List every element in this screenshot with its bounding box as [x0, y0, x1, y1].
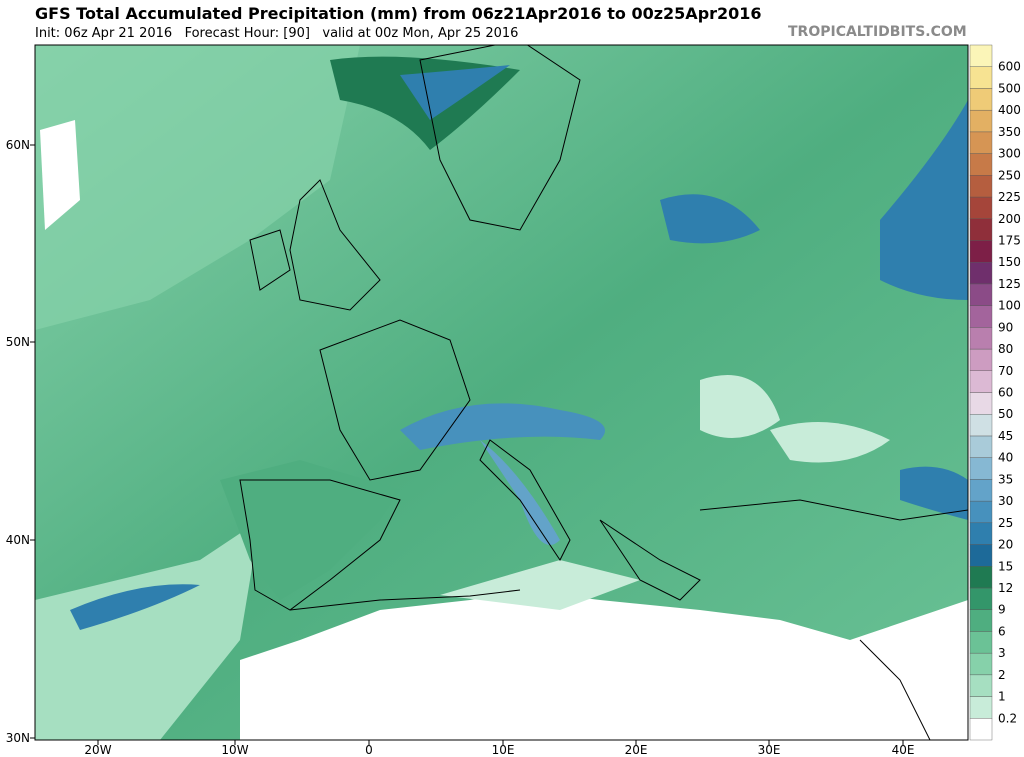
colorbar-label: 25: [998, 516, 1013, 530]
colorbar-cell: [969, 544, 993, 567]
colorbar-cell: [969, 240, 993, 263]
colorbar-cell: [969, 435, 993, 458]
colorbar-cell: [969, 261, 993, 285]
colorbar-label: 45: [998, 429, 1013, 443]
colorbar-cell: [969, 283, 993, 306]
colorbar-cell: [969, 88, 993, 111]
colorbar-label: 0.2: [998, 711, 1017, 725]
colorbar-cell: [969, 348, 993, 371]
colorbar-label: 1: [998, 690, 1006, 704]
colorbar-label: 60: [998, 386, 1013, 400]
colorbar-label: 6: [998, 624, 1006, 638]
lat-label: 40N: [6, 533, 30, 547]
colorbar-cell: [969, 500, 993, 524]
lat-label: 60N: [6, 138, 30, 152]
map-frame: [34, 44, 969, 741]
colorbar-cell: [969, 696, 993, 719]
colorbar-label: 40: [998, 451, 1013, 465]
colorbar-label: 300: [998, 147, 1021, 161]
title: GFS Total Accumulated Precipitation (mm)…: [35, 4, 762, 23]
colorbar-label: 225: [998, 190, 1021, 204]
colorbar-cell: [969, 566, 993, 589]
lon-label: 20E: [625, 743, 648, 757]
colorbar-label: 500: [998, 81, 1021, 95]
colorbar-label: 600: [998, 60, 1021, 74]
lon-label: 30E: [758, 743, 781, 757]
colorbar-label: 150: [998, 255, 1021, 269]
colorbar-label: 350: [998, 125, 1021, 139]
colorbar-cell: [969, 718, 993, 741]
colorbar-label: 200: [998, 212, 1021, 226]
colorbar-cell: [969, 175, 993, 198]
site-name: TROPICALTIDBITS.COM: [788, 24, 967, 40]
lon-label: 0: [365, 743, 373, 757]
colorbar-label: 175: [998, 233, 1021, 247]
colorbar-cell: [969, 131, 993, 154]
colorbar: 0.21236912152025303540455060708090100125…: [969, 44, 1021, 741]
subtitle: Init: 06z Apr 21 2016 Forecast Hour: [90…: [35, 26, 519, 41]
colorbar-cell: [969, 218, 993, 241]
lat-label: 30N: [6, 731, 30, 745]
colorbar-label: 70: [998, 364, 1013, 378]
colorbar-cell: [969, 674, 993, 697]
colorbar-cell: [969, 153, 993, 176]
colorbar-cell: [969, 109, 993, 133]
colorbar-cell: [969, 196, 993, 219]
colorbar-label: 9: [998, 603, 1006, 617]
colorbar-label: 15: [998, 559, 1013, 573]
colorbar-cell: [969, 414, 993, 437]
lon-label: 20W: [84, 743, 111, 757]
colorbar-label: 80: [998, 342, 1013, 356]
colorbar-cell: [969, 587, 993, 610]
colorbar-label: 100: [998, 299, 1021, 313]
colorbar-cell: [969, 392, 993, 415]
colorbar-label: 20: [998, 538, 1013, 552]
colorbar-label: 2: [998, 668, 1006, 682]
colorbar-label: 90: [998, 320, 1013, 334]
map-area: [35, 45, 968, 740]
colorbar-cell: [969, 327, 993, 350]
colorbar-label: 125: [998, 277, 1021, 291]
colorbar-label: 3: [998, 646, 1006, 660]
colorbar-cell: [969, 479, 993, 502]
colorbar-label: 35: [998, 472, 1013, 486]
lat-label: 50N: [6, 335, 30, 349]
colorbar-cell: [969, 522, 993, 545]
colorbar-label: 50: [998, 407, 1013, 421]
colorbar-cell: [969, 652, 993, 676]
colorbar-cell: [969, 457, 993, 480]
colorbar-cell: [969, 609, 993, 632]
colorbar-label: 30: [998, 494, 1013, 508]
colorbar-cell: [969, 66, 993, 89]
lon-label: 10W: [221, 743, 248, 757]
lon-label: 10E: [492, 743, 515, 757]
colorbar-cell: [969, 44, 993, 67]
colorbar-label: 250: [998, 168, 1021, 182]
colorbar-cell: [969, 305, 993, 328]
lon-label: 40E: [892, 743, 915, 757]
colorbar-cell: [969, 370, 993, 393]
colorbar-label: 400: [998, 103, 1021, 117]
colorbar-cell: [969, 631, 993, 654]
colorbar-label: 12: [998, 581, 1013, 595]
